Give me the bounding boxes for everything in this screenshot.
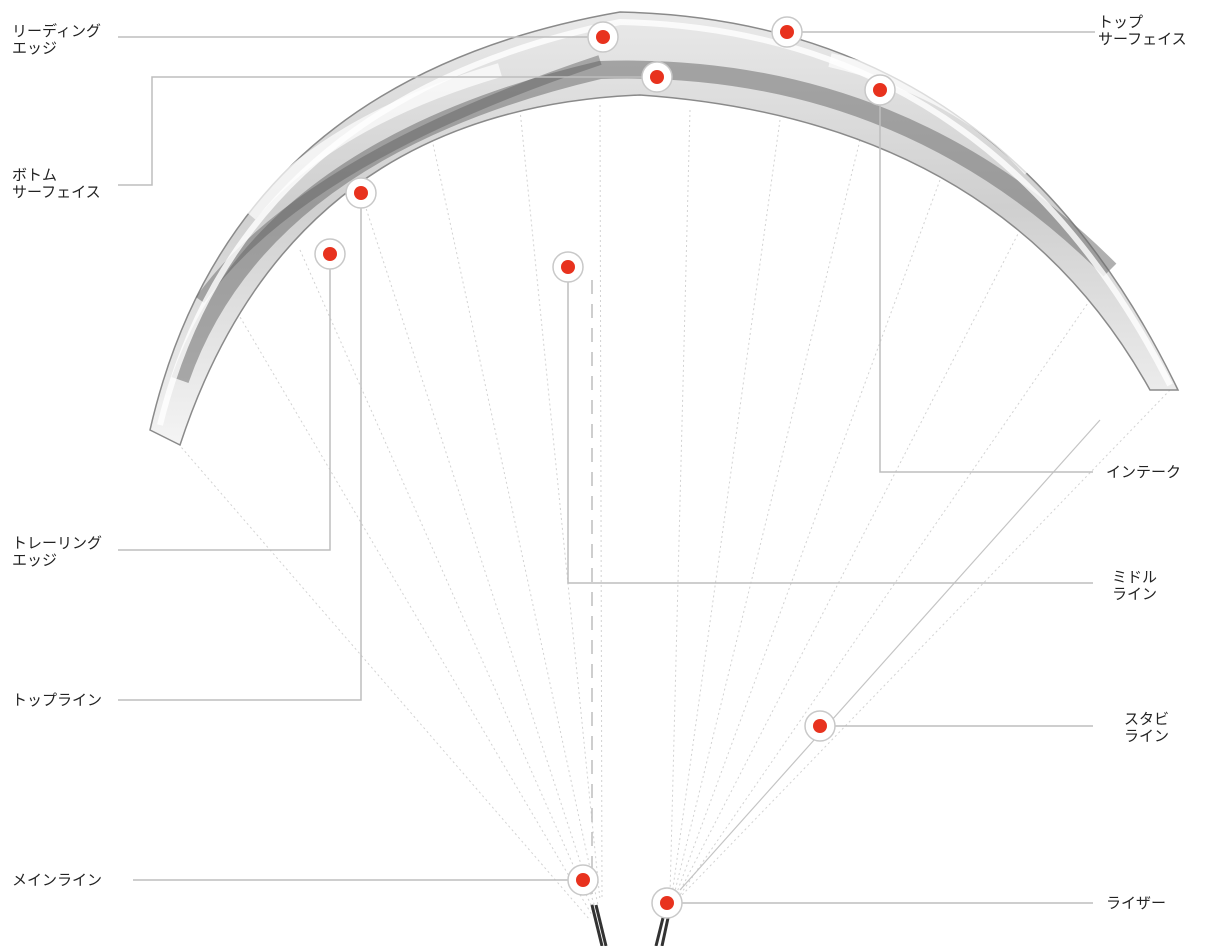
marker-riser [651, 887, 683, 919]
leader-middle-line [567, 267, 1093, 584]
stabi-line-stroke [679, 419, 1101, 891]
leader-bottom-surface [118, 76, 657, 186]
label-leading-edge: リーディング エッジ [12, 22, 101, 57]
marker-top-line [345, 177, 377, 209]
leader-top-line [118, 193, 362, 701]
label-bottom-surface: ボトム サーフェイス [12, 166, 101, 201]
label-middle-line: ミドル ライン [1112, 568, 1158, 603]
marker-intake [864, 74, 896, 106]
label-intake: インテーク [1106, 463, 1182, 481]
label-trailing-edge: トレーリング エッジ [12, 534, 103, 569]
markers [314, 16, 896, 919]
label-stabi-line: スタビ ライン [1124, 710, 1170, 745]
marker-stabi-line [804, 710, 836, 742]
marker-top-surface [771, 16, 803, 48]
leader-intake [879, 90, 1093, 473]
marker-middle-line [552, 251, 584, 283]
canopy [149, 11, 1180, 447]
leader-trailing-edge [118, 254, 331, 551]
label-top-surface: トップ サーフェイス [1098, 13, 1187, 48]
suspension-lines [174, 104, 1171, 921]
leader-lines [118, 31, 1095, 904]
label-main-line: メインライン [12, 871, 103, 889]
label-riser: ライザー [1106, 894, 1167, 912]
label-top-line: トップライン [12, 691, 103, 709]
marker-trailing-edge [314, 238, 346, 270]
marker-main-line [567, 864, 599, 896]
marker-leading-edge [587, 21, 619, 53]
marker-bottom-surface [641, 61, 673, 93]
